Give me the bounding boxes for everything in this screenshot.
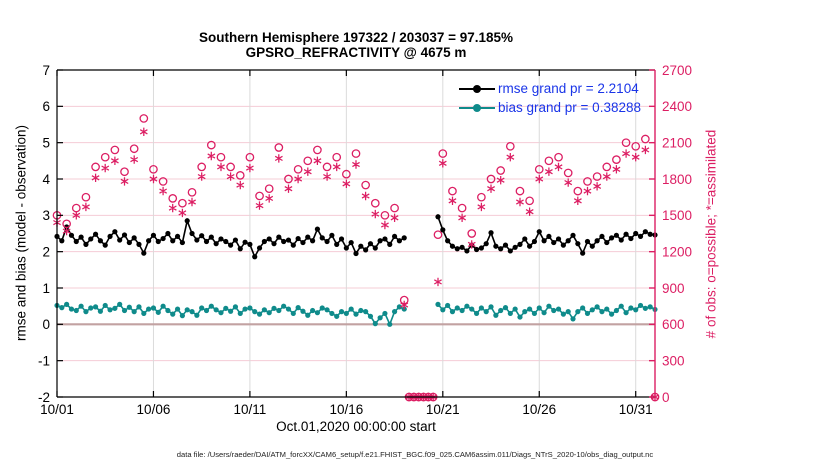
chart-title: Southern Hemisphere 197322 / 203037 = 97… [57, 30, 655, 60]
legend-label-rmse: rmse grand pr = 2.2104 [498, 81, 639, 96]
axis-frame [56, 69, 656, 398]
svg-text:10/11: 10/11 [234, 402, 267, 417]
svg-text:2100: 2100 [662, 135, 692, 150]
svg-text:2: 2 [42, 244, 50, 259]
chart-title-line1: Southern Hemisphere 197322 / 203037 = 97… [198, 30, 514, 45]
y-right-tick-labels: 0 300 600 900 1200 1500 1800 2100 2400 2700 [662, 63, 692, 405]
svg-text:0: 0 [42, 317, 50, 332]
rmse-line-marker-icon [459, 84, 495, 94]
svg-text:6: 6 [42, 99, 50, 114]
svg-text:3: 3 [42, 208, 50, 223]
legend-label-bias: bias grand pr = 0.38288 [498, 100, 641, 115]
datafile-path: data file: /Users/raeder/DAI/ATM_forcXX/… [176, 450, 654, 459]
y-axis-label-right: # of obs: o=possible; *=assimilated [703, 129, 719, 339]
svg-text:1500: 1500 [662, 208, 692, 223]
svg-text:7: 7 [42, 63, 50, 78]
svg-text:600: 600 [662, 317, 685, 332]
svg-text:1200: 1200 [662, 244, 692, 259]
svg-text:2400: 2400 [662, 99, 692, 114]
y-axis-label-left: rmse and bias (model - observation) [13, 124, 29, 342]
series-possible [52, 114, 660, 402]
svg-text:2700: 2700 [662, 63, 692, 78]
svg-text:-1: -1 [38, 353, 50, 368]
svg-text:900: 900 [662, 281, 685, 296]
svg-text:-2: -2 [38, 390, 50, 405]
x-axis-label: Oct.01,2020 00:00:00 start [276, 419, 436, 434]
svg-text:10/06: 10/06 [137, 402, 171, 417]
svg-text:5: 5 [42, 135, 50, 150]
svg-text:10/21: 10/21 [426, 402, 460, 417]
h-gridlines [57, 105, 655, 362]
legend: rmse grand pr = 2.2104 bias grand pr = 0… [459, 79, 641, 117]
series-bias [54, 301, 658, 327]
series-assimilated [53, 127, 659, 402]
chart-title-line2: GPSRO_REFRACTIVITY @ 4675 m [245, 45, 467, 60]
svg-text:300: 300 [662, 353, 685, 368]
y-left-tick-labels: -2 -1 0 1 2 3 4 5 6 7 [38, 63, 51, 405]
svg-text:10/01: 10/01 [40, 402, 74, 417]
bias-line-marker-icon [459, 103, 495, 113]
svg-text:10/26: 10/26 [522, 402, 556, 417]
svg-text:10/16: 10/16 [329, 402, 363, 417]
legend-row-rmse: rmse grand pr = 2.2104 [459, 79, 641, 98]
svg-text:0: 0 [662, 390, 670, 405]
series-rmse [54, 214, 658, 260]
x-tick-labels: 10/01 10/06 10/11 10/16 10/21 10/26 10/31 [40, 402, 653, 417]
svg-text:1: 1 [42, 281, 50, 296]
v-gridlines [152, 70, 637, 397]
svg-text:4: 4 [42, 172, 50, 187]
svg-text:1800: 1800 [662, 172, 692, 187]
svg-text:10/31: 10/31 [619, 402, 653, 417]
legend-row-bias: bias grand pr = 0.38288 [459, 98, 641, 117]
